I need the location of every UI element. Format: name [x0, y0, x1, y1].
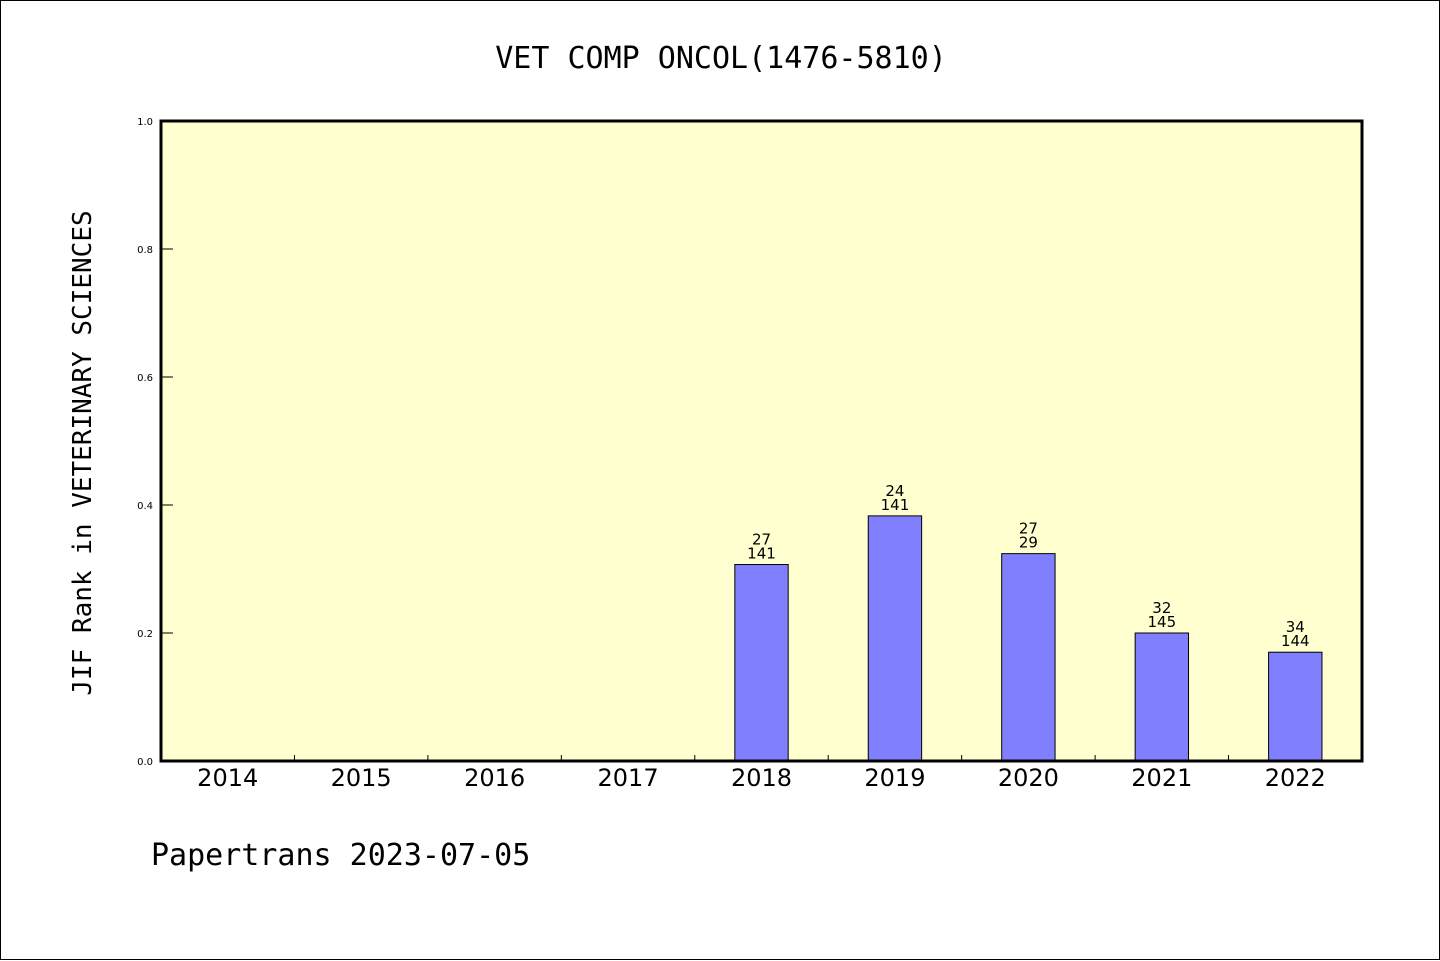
y-tick-label: 0.0	[137, 757, 153, 768]
bar-label-total: 141	[881, 496, 910, 514]
bar-2021	[1134, 632, 1190, 762]
bar-label-total: 144	[1281, 632, 1310, 650]
y-tick-label: 0.6	[137, 373, 153, 384]
y-tick-label: 0.2	[137, 629, 153, 640]
chart-title: VET COMP ONCOL(1476-5810)	[495, 41, 947, 76]
bar-2022	[1268, 651, 1323, 762]
y-tick-label: 0.8	[137, 245, 153, 256]
x-tick-label: 2017	[598, 764, 659, 792]
bar-2020	[1001, 553, 1056, 762]
bar-label-rank: 24	[885, 482, 904, 500]
bar-label-total: 145	[1148, 613, 1177, 631]
bar-label-rank: 27	[1019, 520, 1038, 538]
bar-label-rank: 32	[1152, 599, 1171, 617]
plot-border	[159, 119, 1364, 763]
axes: 0.0 0.2 0.4 0.6 0.8 1.0 2014 2015 2016 2017 2018 20…	[137, 117, 1326, 792]
x-tick-label: 2018	[731, 764, 792, 792]
bar-2018	[734, 564, 789, 762]
x-tick-label: 2022	[1265, 764, 1326, 792]
bar-label-rank: 34	[1286, 618, 1305, 636]
y-tick-label: 1.0	[137, 117, 153, 128]
footer-credit: Papertrans 2023-07-05	[151, 838, 530, 873]
x-tick-label: 2014	[197, 764, 258, 792]
x-tick-label: 2020	[998, 764, 1059, 792]
y-axis-label: JIF Rank in VETERINARY SCIENCES	[68, 210, 98, 695]
bar-label-total: 29	[1019, 534, 1038, 552]
x-tick-label: 2016	[464, 764, 525, 792]
x-tick-label: 2015	[331, 764, 392, 792]
bar-2019	[867, 515, 923, 762]
y-tick-label: 0.4	[137, 501, 153, 512]
x-tick-label: 2019	[864, 764, 925, 792]
x-tick-label: 2021	[1131, 764, 1192, 792]
bar-label-rank: 27	[752, 531, 771, 549]
bar-label-total: 141	[747, 545, 776, 563]
